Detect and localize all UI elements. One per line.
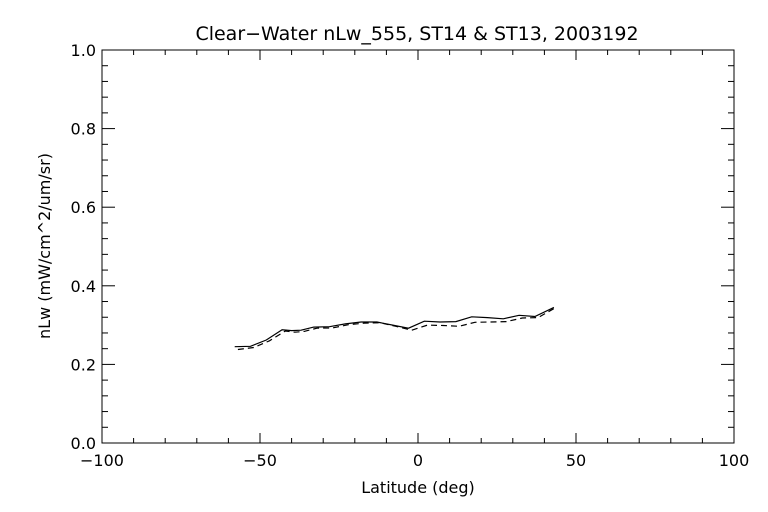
y-tick-label: 0.8 [71,120,96,139]
x-tick-label: 0 [413,451,423,470]
series-line-dashed [237,308,555,351]
y-axis-label: nLw (mW/cm^2/um/sr) [35,153,54,339]
axis-tick-labels: −100 −50 0 50 100 0.0 0.2 0.4 0.6 0.8 1.0 [71,41,750,470]
x-tick-label: 100 [719,451,750,470]
axis-ticks [101,49,735,444]
plot-frame [101,49,735,444]
series-line-solid [234,306,555,348]
y-tick-label: 0.4 [71,277,96,296]
x-tick-label: −50 [243,451,277,470]
x-tick-label: 50 [566,451,586,470]
y-tick-label: 0.2 [71,355,96,374]
x-axis-label: Latitude (deg) [361,478,475,497]
chart-title: Clear−Water nLw_555, ST14 & ST13, 200319… [195,23,638,45]
x-tick-label: −100 [80,451,124,470]
series-group [234,306,555,351]
y-tick-label: 0.0 [71,434,96,453]
plot-area [101,49,735,444]
y-tick-label: 0.6 [71,198,96,217]
y-tick-label: 1.0 [71,41,96,60]
